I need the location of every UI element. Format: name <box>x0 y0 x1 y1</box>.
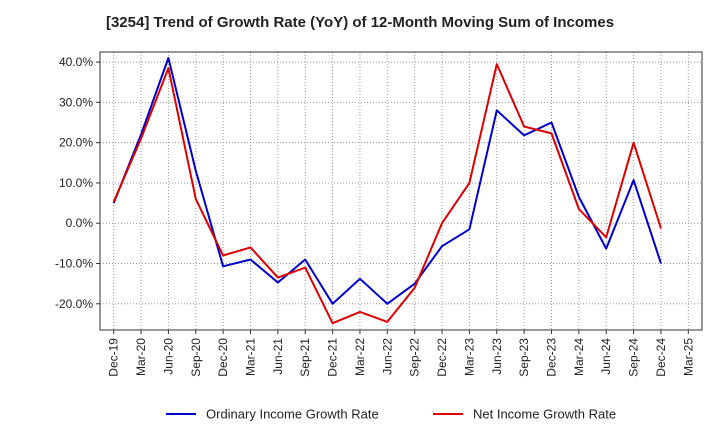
y-tick-label: -10.0% <box>55 257 93 271</box>
plot-area <box>100 52 702 330</box>
legend-label-net-income: Net Income Growth Rate <box>473 407 616 422</box>
x-tick-label: Sep-23 <box>517 338 531 377</box>
x-tick-label: Mar-22 <box>353 338 367 376</box>
x-tick-label: Dec-22 <box>435 338 449 377</box>
plot-frame <box>99 51 703 331</box>
x-tick-label: Dec-20 <box>216 338 230 377</box>
x-tick-label: Sep-24 <box>627 338 641 377</box>
x-tick-label: Jun-23 <box>490 338 504 375</box>
x-tick-label: Dec-21 <box>326 338 340 377</box>
x-tick-label: Sep-20 <box>189 338 203 377</box>
x-tick-label: Sep-22 <box>408 338 422 377</box>
y-tick-label: 0.0% <box>66 216 94 230</box>
x-tick-label: Dec-23 <box>545 338 559 377</box>
x-tick-label: Mar-21 <box>244 338 258 376</box>
y-tick-label: 40.0% <box>59 55 93 69</box>
x-tick-label: Mar-23 <box>462 338 476 376</box>
x-tick-label: Sep-21 <box>298 338 312 377</box>
x-tick-label: Mar-25 <box>681 338 695 376</box>
legend-label-ordinary-income: Ordinary Income Growth Rate <box>206 407 379 422</box>
x-tick-label: Dec-24 <box>654 338 668 377</box>
series-line-net-income <box>112 63 662 325</box>
y-tick-label: 10.0% <box>59 176 93 190</box>
y-tick-label: 30.0% <box>59 95 93 109</box>
x-tick-label: Jun-22 <box>380 338 394 375</box>
y-tick-label: -20.0% <box>55 297 93 311</box>
x-tick-label: Jun-20 <box>161 338 175 375</box>
series-line-ordinary-income <box>112 57 662 305</box>
x-tick-label: Mar-24 <box>572 338 586 376</box>
x-tick-label: Jun-24 <box>599 338 613 375</box>
y-tick-label: 20.0% <box>59 136 93 150</box>
x-tick-label: Mar-20 <box>134 338 148 376</box>
x-tick-label: Dec-19 <box>107 338 121 377</box>
x-tick-label: Jun-21 <box>271 338 285 375</box>
chart-title: [3254] Trend of Growth Rate (YoY) of 12-… <box>105 14 615 31</box>
